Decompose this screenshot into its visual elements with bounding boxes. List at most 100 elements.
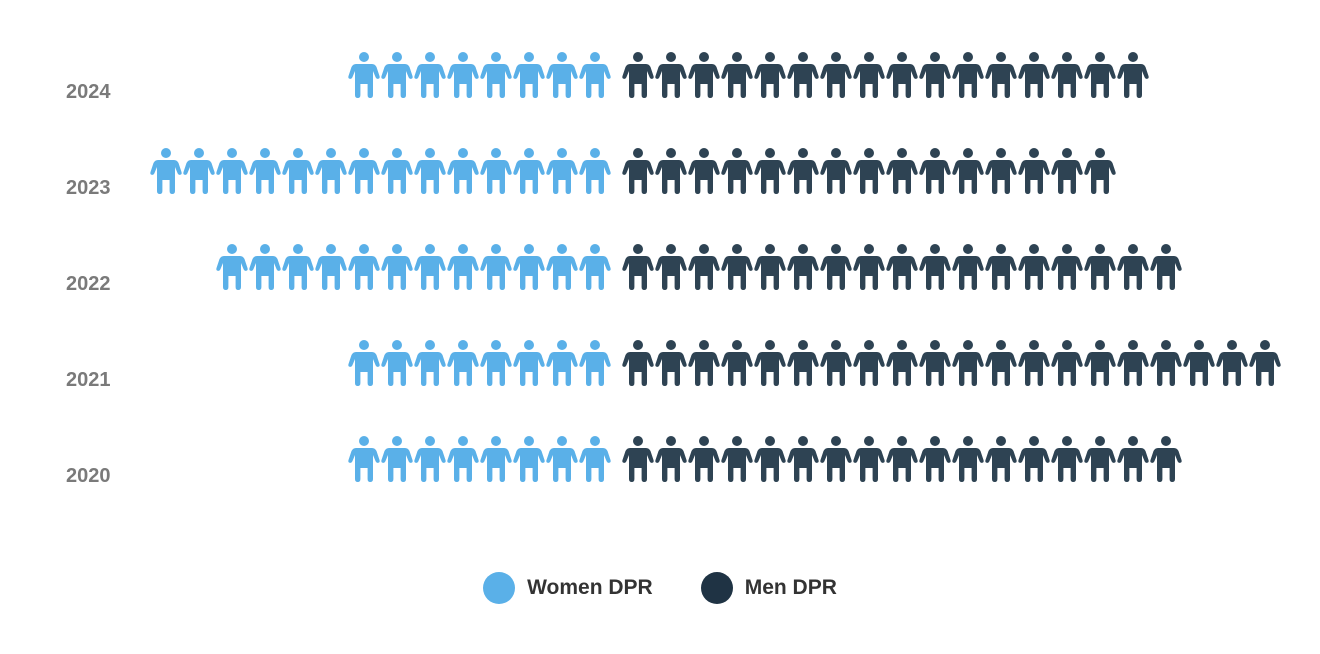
- women-person-icon: [381, 244, 413, 290]
- men-person-icon: [1051, 148, 1083, 194]
- men-person-icon: [985, 52, 1017, 98]
- men-person-icon: [622, 436, 654, 482]
- women-person-icon: [579, 148, 611, 194]
- men-person-icon: [985, 244, 1017, 290]
- women-person-icon: [414, 340, 446, 386]
- men-person-icon: [952, 148, 984, 194]
- men-person-icon: [853, 148, 885, 194]
- men-person-icon: [1117, 244, 1149, 290]
- men-person-icon: [1183, 340, 1215, 386]
- men-person-icon: [1084, 436, 1116, 482]
- men-person-icon: [820, 244, 852, 290]
- men-person-icon: [721, 340, 753, 386]
- men-person-icon: [787, 244, 819, 290]
- men-person-icon: [754, 436, 786, 482]
- women-person-icon: [579, 340, 611, 386]
- men-person-icon: [820, 436, 852, 482]
- women-person-icon: [414, 148, 446, 194]
- men-person-icon: [820, 340, 852, 386]
- men-person-icon: [919, 340, 951, 386]
- women-person-icon: [381, 436, 413, 482]
- women-person-icon: [348, 436, 380, 482]
- men-person-icon: [1051, 340, 1083, 386]
- men-person-icon: [721, 436, 753, 482]
- legend-item-women[interactable]: Women DPR: [483, 572, 653, 604]
- men-person-icon: [952, 244, 984, 290]
- men-person-icon: [919, 436, 951, 482]
- women-person-icon: [513, 436, 545, 482]
- men-person-icon: [655, 148, 687, 194]
- men-person-icon: [787, 340, 819, 386]
- men-person-icon: [787, 436, 819, 482]
- men-person-icon: [622, 340, 654, 386]
- men-person-icon: [1117, 340, 1149, 386]
- men-person-icon: [622, 148, 654, 194]
- women-person-icon: [414, 244, 446, 290]
- year-label: 2020: [66, 465, 111, 487]
- women-person-icon: [513, 52, 545, 98]
- legend-swatch-women: [483, 572, 516, 604]
- men-person-icon: [622, 52, 654, 98]
- women-person-icon: [513, 244, 545, 290]
- women-person-icon: [381, 52, 413, 98]
- women-person-icon: [447, 340, 479, 386]
- men-person-icon: [721, 148, 753, 194]
- men-person-icon: [919, 52, 951, 98]
- women-person-icon: [480, 340, 512, 386]
- men-person-icon: [985, 436, 1017, 482]
- year-label: 2021: [66, 369, 111, 391]
- men-person-icon: [655, 436, 687, 482]
- men-person-icon: [886, 436, 918, 482]
- women-person-icon: [150, 148, 182, 194]
- men-person-icon: [754, 244, 786, 290]
- women-person-icon: [579, 244, 611, 290]
- men-person-icon: [1084, 340, 1116, 386]
- men-person-icon: [688, 52, 720, 98]
- women-person-icon: [513, 340, 545, 386]
- men-person-icon: [1249, 340, 1281, 386]
- legend-item-men[interactable]: Men DPR: [700, 572, 837, 604]
- men-person-icon: [655, 244, 687, 290]
- women-person-icon: [348, 148, 380, 194]
- men-person-icon: [1084, 148, 1116, 194]
- men-person-icon: [688, 244, 720, 290]
- men-person-icon: [985, 148, 1017, 194]
- women-person-icon: [315, 244, 347, 290]
- men-person-icon: [853, 244, 885, 290]
- women-person-icon: [348, 52, 380, 98]
- women-person-icon: [480, 52, 512, 98]
- men-person-icon: [1216, 340, 1248, 386]
- men-person-icon: [952, 340, 984, 386]
- men-person-icon: [853, 52, 885, 98]
- men-person-icon: [688, 340, 720, 386]
- women-person-icon: [447, 52, 479, 98]
- men-person-icon: [754, 52, 786, 98]
- men-person-icon: [985, 340, 1017, 386]
- men-person-icon: [655, 52, 687, 98]
- women-person-icon: [216, 148, 248, 194]
- men-person-icon: [754, 340, 786, 386]
- women-person-icon: [414, 436, 446, 482]
- men-person-icon: [1018, 148, 1050, 194]
- women-person-icon: [348, 244, 380, 290]
- women-person-icon: [579, 52, 611, 98]
- women-person-icon: [348, 340, 380, 386]
- men-person-icon: [1084, 52, 1116, 98]
- men-person-icon: [1051, 244, 1083, 290]
- men-person-icon: [721, 52, 753, 98]
- women-person-icon: [249, 148, 281, 194]
- men-person-icon: [919, 244, 951, 290]
- women-person-icon: [282, 244, 314, 290]
- women-person-icon: [447, 244, 479, 290]
- women-person-icon: [513, 148, 545, 194]
- men-person-icon: [1018, 436, 1050, 482]
- women-person-icon: [249, 244, 281, 290]
- women-person-icon: [546, 340, 578, 386]
- women-person-icon: [216, 244, 248, 290]
- women-person-icon: [282, 148, 314, 194]
- men-person-icon: [886, 148, 918, 194]
- women-person-icon: [546, 244, 578, 290]
- men-person-icon: [655, 340, 687, 386]
- men-person-icon: [1018, 52, 1050, 98]
- men-person-icon: [886, 340, 918, 386]
